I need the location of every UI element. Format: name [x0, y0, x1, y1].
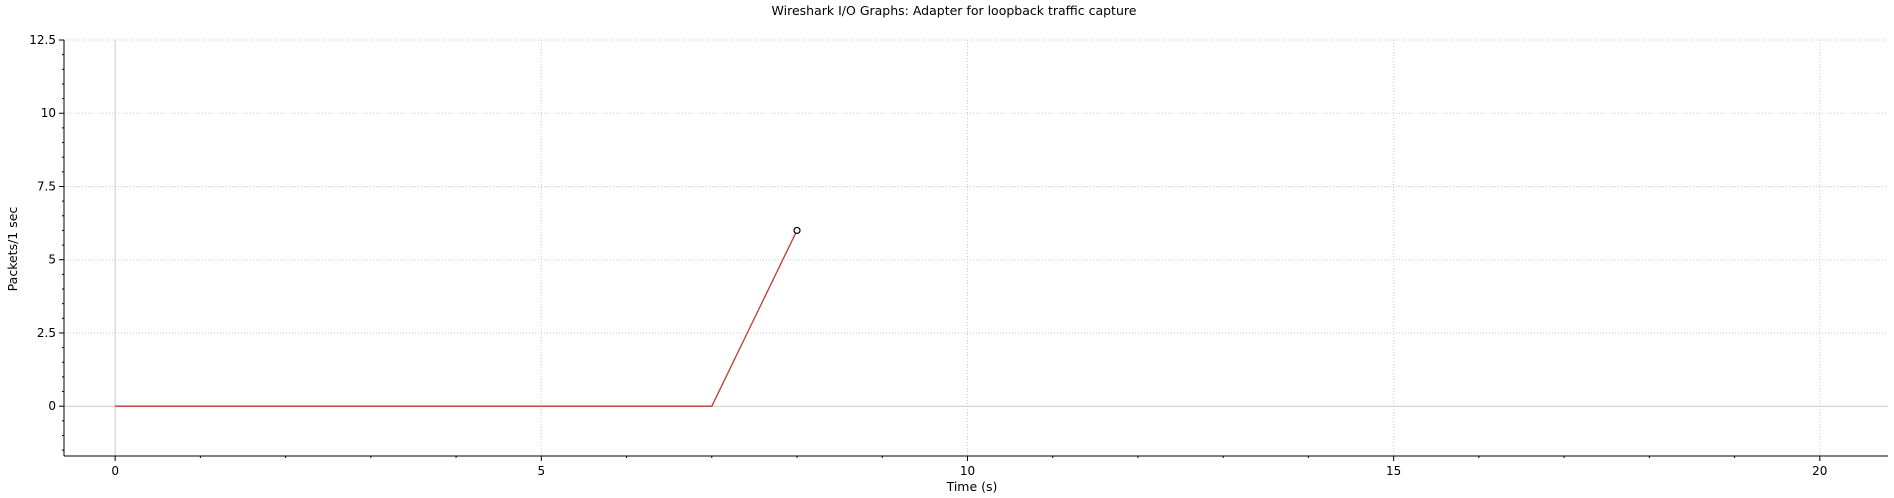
zero-reference-lines — [64, 40, 1888, 456]
chart-title: Wireshark I/O Graphs: Adapter for loopba… — [772, 3, 1137, 18]
axes — [63, 40, 1888, 457]
last-point-marker — [793, 226, 801, 235]
y-tick-label: 0 — [48, 399, 56, 413]
x-tick-label: 10 — [960, 464, 975, 478]
x-tick-label: 5 — [537, 464, 545, 478]
y-tick-label: 7.5 — [37, 179, 56, 193]
x-tick-label: 20 — [1812, 464, 1827, 478]
grid-lines — [64, 39, 1888, 456]
y-tick-label: 10 — [41, 106, 56, 120]
y-tick-label: 5 — [48, 253, 56, 267]
axis-ticks — [59, 39, 1821, 461]
x-tick-label: 15 — [1386, 464, 1401, 478]
tick-labels: 0 5 10 15 20 0 2.5 5 7.5 10 12.5 — [29, 33, 1827, 478]
series-line — [115, 230, 798, 407]
series-layer — [115, 226, 801, 407]
y-tick-label: 12.5 — [29, 33, 56, 47]
x-tick-label: 0 — [111, 464, 119, 478]
y-tick-label: 2.5 — [37, 326, 56, 340]
y-axis-label: Packets/1 sec — [5, 207, 20, 292]
x-axis-label: Time (s) — [946, 479, 998, 494]
